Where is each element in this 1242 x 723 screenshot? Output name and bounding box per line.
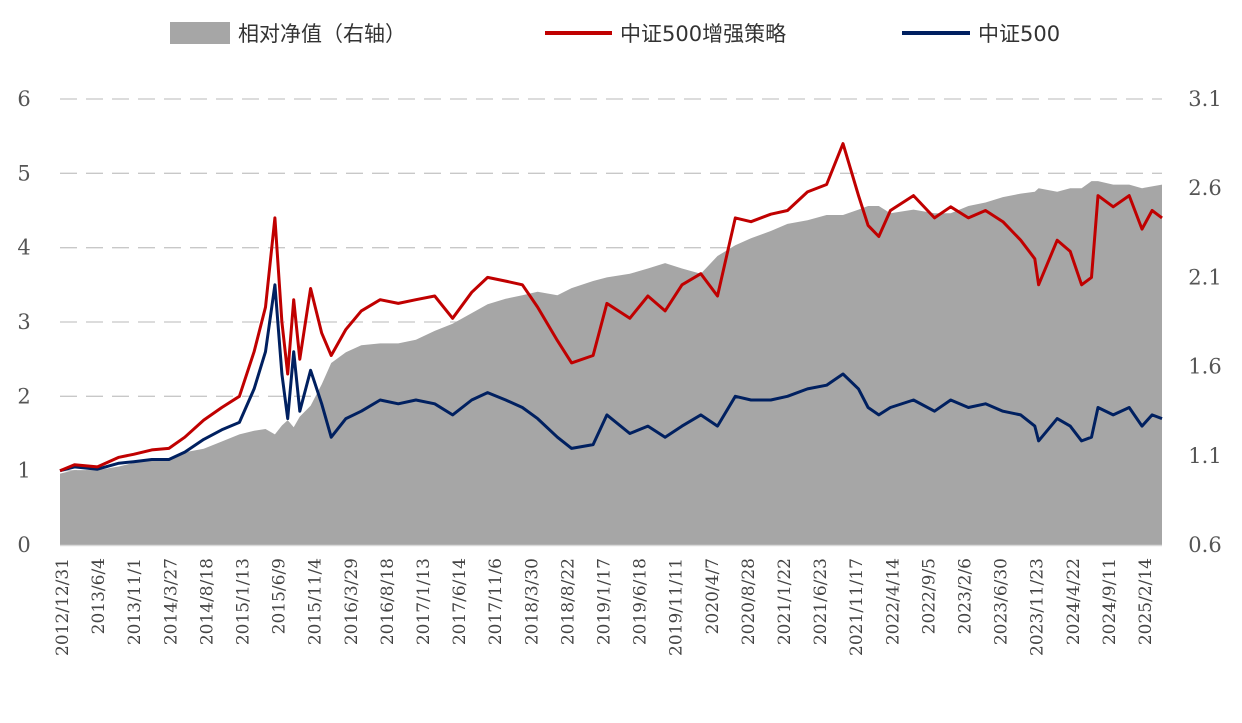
x-tick-label: 2015/11/4 bbox=[306, 558, 326, 645]
x-tick-label: 2025/2/14 bbox=[1136, 558, 1156, 645]
x-tick-label: 2021/1/22 bbox=[775, 558, 795, 645]
x-tick-label: 2015/1/13 bbox=[234, 558, 254, 645]
y-right-tick-label: 1.6 bbox=[1188, 355, 1221, 379]
x-tick-label: 2016/8/18 bbox=[378, 558, 398, 645]
x-tick-label: 2021/11/17 bbox=[847, 558, 867, 656]
x-tick-label: 2019/11/11 bbox=[667, 558, 687, 656]
y-left-axis: 0 1 2 3 4 5 6 bbox=[17, 87, 30, 557]
x-tick-label: 2016/3/29 bbox=[342, 558, 362, 645]
x-tick-label: 2023/11/23 bbox=[1028, 558, 1048, 656]
y-left-tick-label: 5 bbox=[17, 161, 30, 185]
x-tick-label: 2022/4/14 bbox=[883, 558, 903, 645]
x-tick-label: 2017/1/13 bbox=[414, 558, 434, 645]
x-tick-label: 2018/8/22 bbox=[558, 558, 578, 645]
legend-label-relative-nav: 相对净值（右轴） bbox=[238, 22, 406, 46]
y-right-axis: 0.6 1.1 1.6 2.1 2.6 3.1 bbox=[1188, 87, 1221, 557]
x-tick-label: 2017/11/6 bbox=[486, 558, 506, 645]
x-tick-label: 2024/4/22 bbox=[1064, 558, 1084, 645]
y-right-tick-label: 3.1 bbox=[1188, 87, 1221, 111]
x-tick-label: 2017/6/14 bbox=[450, 558, 470, 645]
x-tick-label: 2013/6/4 bbox=[89, 558, 109, 634]
legend-label-csi500: 中证500 bbox=[978, 22, 1060, 46]
y-right-tick-label: 1.1 bbox=[1188, 444, 1221, 468]
x-tick-label: 2019/6/18 bbox=[631, 558, 651, 645]
y-right-tick-label: 2.6 bbox=[1188, 176, 1221, 200]
x-tick-label: 2023/6/30 bbox=[992, 558, 1012, 645]
line-layer bbox=[59, 142, 1163, 473]
x-tick-label: 2020/4/7 bbox=[703, 558, 723, 634]
x-tick-label: 2023/2/6 bbox=[956, 558, 976, 634]
y-left-tick-label: 0 bbox=[17, 533, 30, 557]
legend: 相对净值（右轴） 中证500增强策略 中证500 bbox=[170, 22, 1060, 46]
series-line-csi500 bbox=[59, 283, 1163, 473]
y-right-tick-label: 2.1 bbox=[1188, 265, 1221, 289]
x-tick-label: 2020/8/28 bbox=[739, 558, 759, 645]
x-tick-label: 2014/8/18 bbox=[197, 558, 217, 645]
x-tick-label: 2014/3/27 bbox=[161, 558, 181, 645]
x-tick-label: 2019/1/17 bbox=[595, 558, 615, 645]
legend-swatch-relative-nav bbox=[170, 22, 230, 44]
y-left-tick-label: 3 bbox=[17, 310, 30, 334]
x-tick-label: 2021/6/23 bbox=[811, 558, 831, 645]
y-left-tick-label: 1 bbox=[17, 459, 30, 483]
x-tick-label: 2015/6/9 bbox=[270, 558, 290, 634]
area-layer bbox=[60, 181, 1162, 545]
series-area-relative-nav bbox=[60, 181, 1162, 545]
series-line-enhanced-strategy bbox=[59, 142, 1163, 473]
x-axis: 2012/12/31 2013/6/4 2013/11/1 2014/3/27 2014… bbox=[53, 544, 1162, 656]
y-left-tick-label: 2 bbox=[17, 384, 30, 408]
y-right-tick-label: 0.6 bbox=[1188, 533, 1221, 557]
y-left-tick-label: 4 bbox=[17, 236, 30, 260]
x-tick-label: 2022/9/5 bbox=[919, 558, 939, 634]
x-tick-label: 2018/3/30 bbox=[522, 558, 542, 645]
x-tick-label: 2024/9/11 bbox=[1100, 558, 1120, 645]
legend-label-enhanced-strategy: 中证500增强策略 bbox=[620, 22, 786, 46]
y-left-tick-label: 6 bbox=[17, 87, 30, 111]
x-tick-label: 2013/11/1 bbox=[125, 558, 145, 645]
x-tick-label: 2012/12/31 bbox=[53, 558, 73, 656]
